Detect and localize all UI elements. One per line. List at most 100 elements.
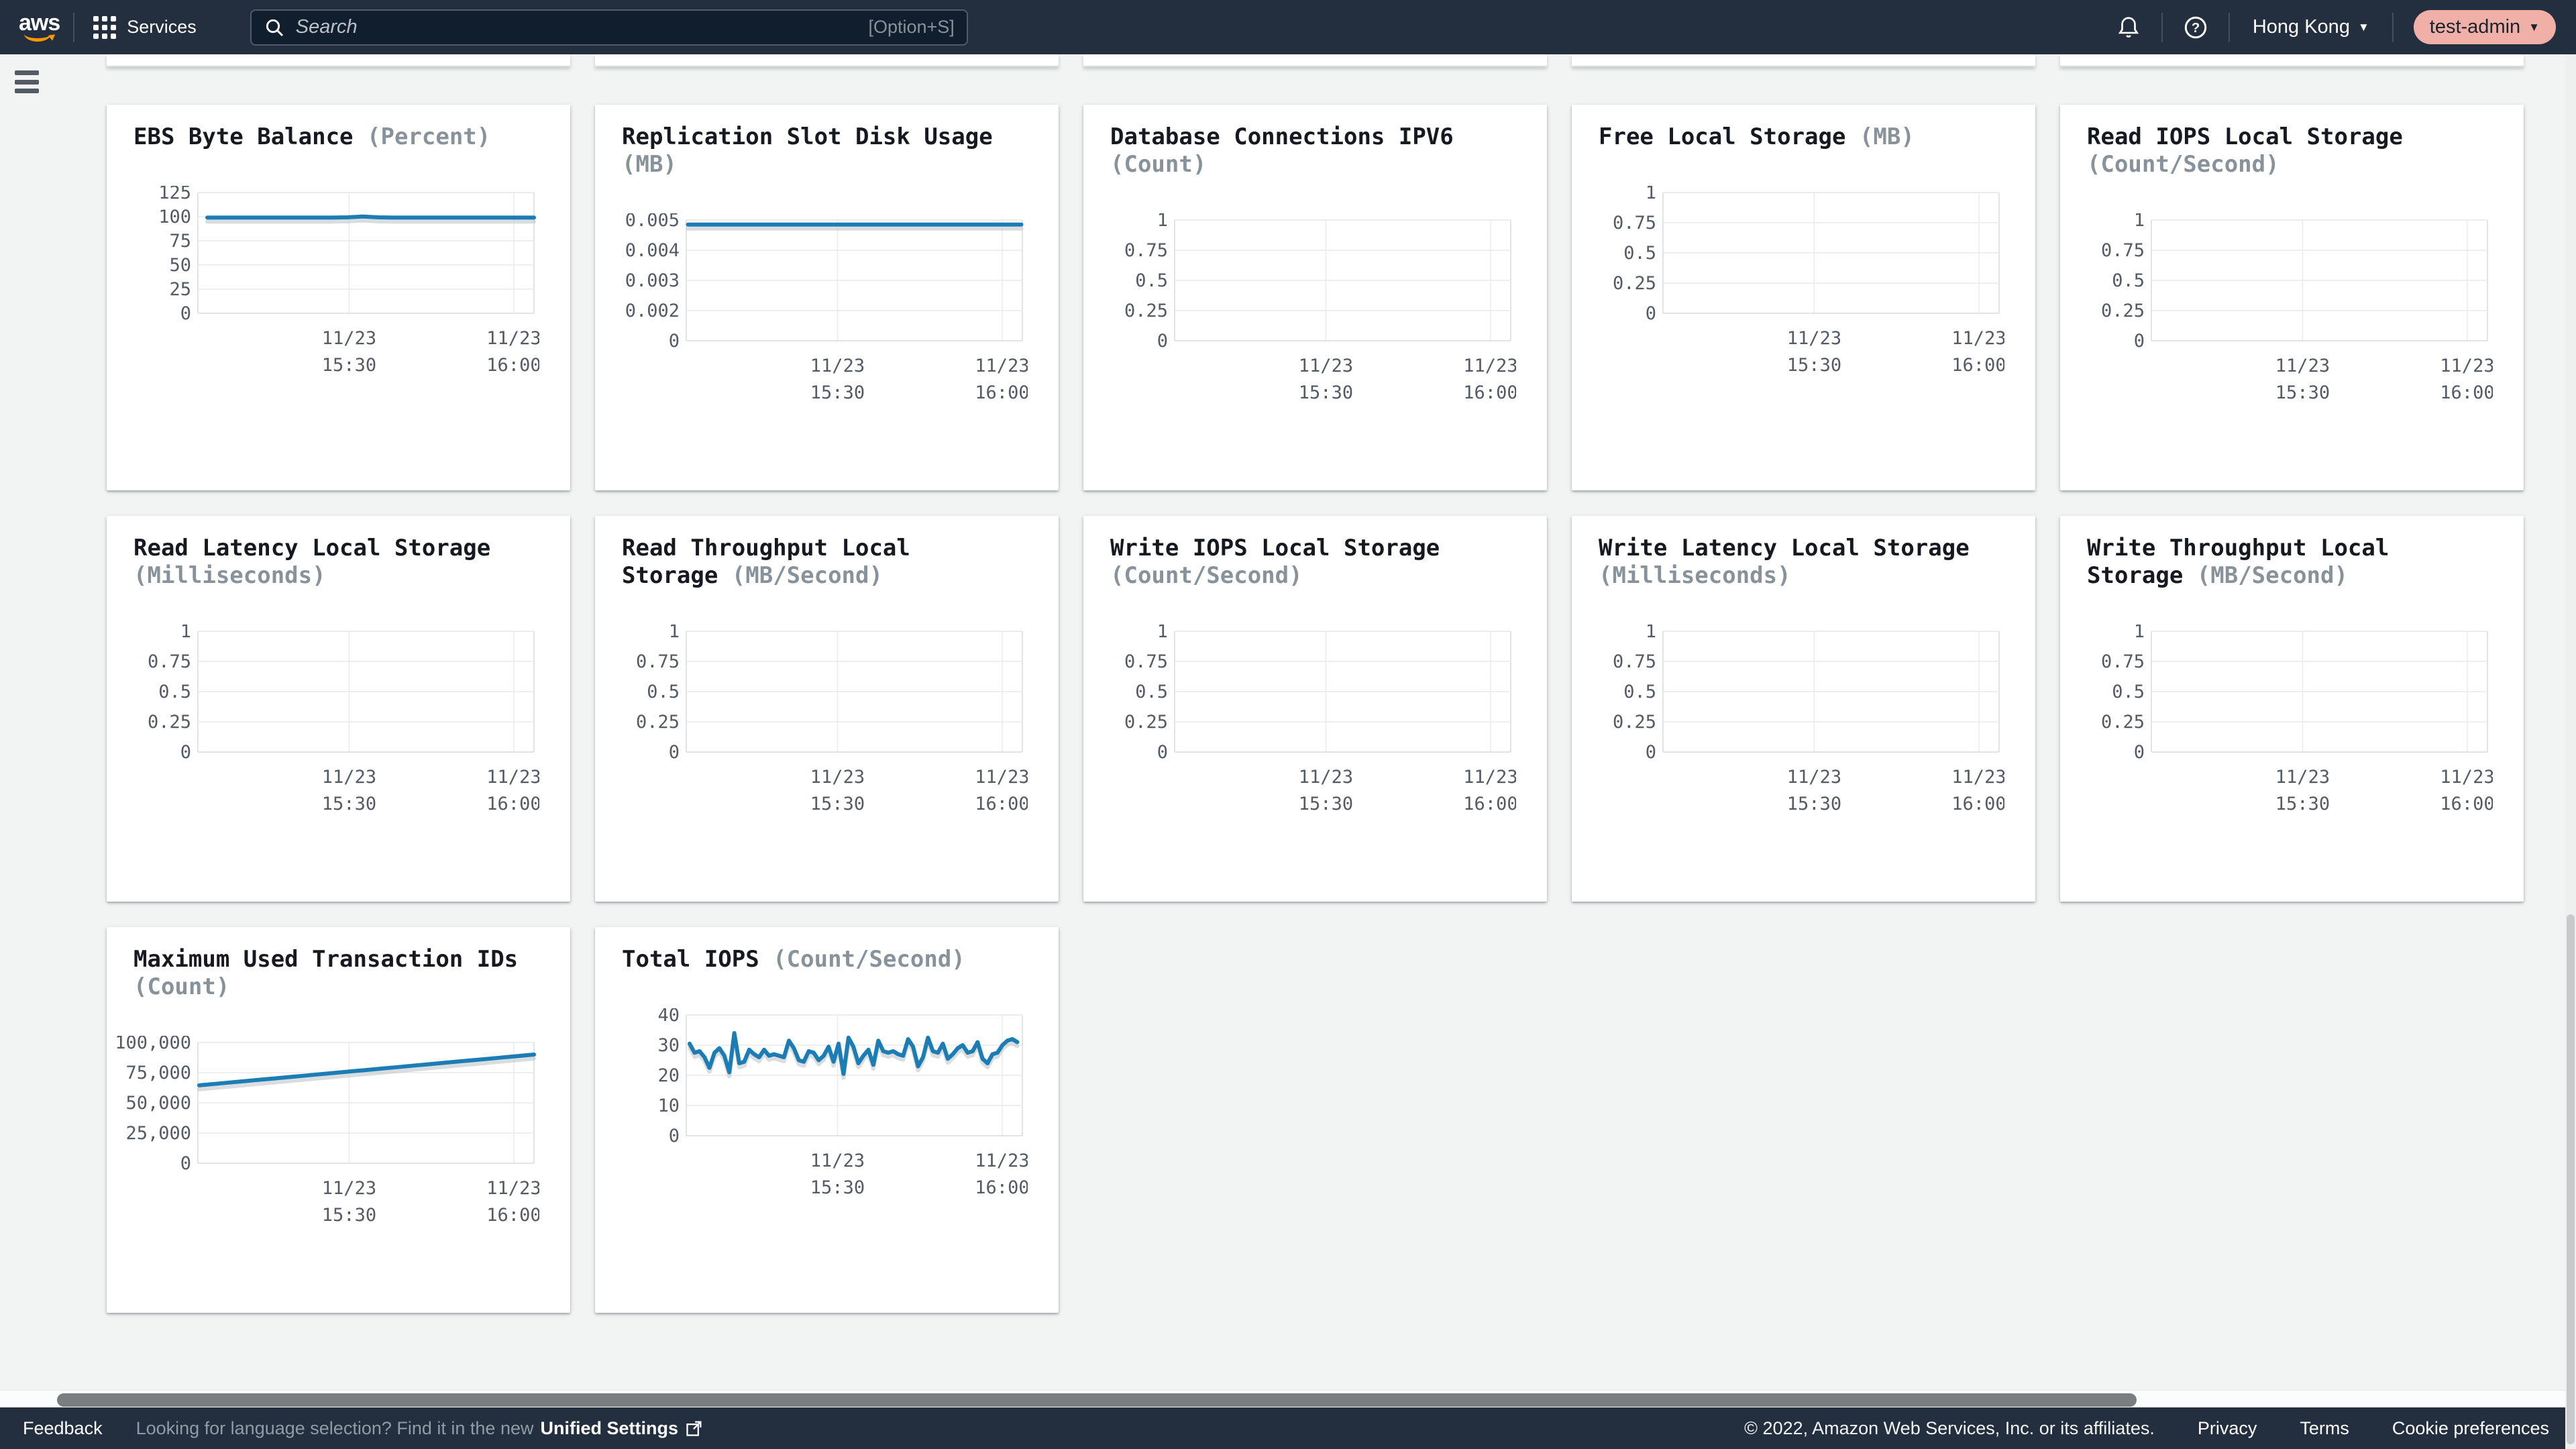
y-tick-label: 1 <box>1157 625 1168 642</box>
y-tick-label: 0.5 <box>647 682 680 702</box>
svg-text:?: ? <box>2192 20 2200 36</box>
services-label: Services <box>127 17 197 37</box>
metric-name: Read Latency Local Storage <box>133 535 491 561</box>
search-box[interactable]: [Option+S] <box>250 9 968 46</box>
x-tick-label: 11/23 <box>2440 767 2493 788</box>
metric-title: Read Throughput Local Storage (MB/Second… <box>622 535 1010 590</box>
metric-title: Read Latency Local Storage (Milliseconds… <box>133 535 521 590</box>
y-tick-label: 0.5 <box>158 682 191 702</box>
chart-read-iops-local-storage: 0 0.25 0.5 0.75 1 11/23 15:30 11/23 16:00 <box>2101 213 2493 403</box>
y-tick-label: 1 <box>2134 213 2145 231</box>
y-tick-label: 0.003 <box>625 270 680 291</box>
nav-divider <box>73 12 75 42</box>
chart-replication-slot-disk-usage: 0 0.002 0.003 0.004 0.005 11/23 15:30 11/23 16:0… <box>625 213 1028 403</box>
metric-unit: (Count) <box>133 973 230 1000</box>
y-tick-label: 0.25 <box>1124 712 1168 733</box>
metric-card-read-latency-local-storage[interactable]: Read Latency Local Storage (Milliseconds… <box>107 516 570 902</box>
metric-card-total-iops[interactable]: Total IOPS (Count/Second) 0 10 20 30 40 11/23 1… <box>595 927 1059 1313</box>
sidebar-menu-toggle[interactable] <box>15 69 42 95</box>
y-tick-label: 40 <box>657 1008 680 1026</box>
account-menu-button[interactable]: test-admin ▼ <box>2413 10 2556 44</box>
metric-title: Replication Slot Disk Usage (MB) <box>622 123 1010 178</box>
x-tick-label: 11/23 <box>1463 356 1516 376</box>
horizontal-scrollbar <box>0 1390 2576 1408</box>
search-shortcut-hint: [Option+S] <box>868 17 955 37</box>
y-tick-label: 0.005 <box>625 213 680 231</box>
y-tick-label: 0.75 <box>148 651 191 672</box>
x-tick-label: 16:00 <box>1463 382 1516 403</box>
metric-card-write-iops-local-storage[interactable]: Write IOPS Local Storage (Count/Second) 0… <box>1083 516 1547 902</box>
terms-link[interactable]: Terms <box>2300 1417 2349 1438</box>
services-menu-button[interactable]: Services <box>74 0 215 54</box>
footer-left-group: Feedback Looking for language selection?… <box>0 1418 704 1439</box>
aws-logo[interactable]: aws <box>19 11 60 42</box>
metric-title: Read IOPS Local Storage (Count/Second) <box>2087 123 2475 178</box>
x-tick-label: 11/23 <box>810 1150 865 1171</box>
search-input[interactable] <box>294 15 869 39</box>
region-label: Hong Kong <box>2252 16 2350 38</box>
y-tick-label: 0.002 <box>625 301 680 321</box>
x-tick-label: 16:00 <box>1951 794 2004 814</box>
metric-name: Write Latency Local Storage <box>1599 535 1970 561</box>
metric-card-read-throughput-local-storage[interactable]: Read Throughput Local Storage (MB/Second… <box>595 516 1059 902</box>
metric-name: Write Throughput Local Storage <box>2087 535 2390 589</box>
metric-name: Total IOPS <box>622 946 759 973</box>
horizontal-scrollbar-thumb[interactable] <box>57 1393 2137 1407</box>
copyright: © 2022, Amazon Web Services, Inc. or its… <box>1744 1417 2155 1438</box>
x-tick-label: 11/23 <box>975 767 1028 788</box>
y-tick-label: 75,000 <box>125 1063 191 1083</box>
x-tick-label: 11/23 <box>322 328 376 349</box>
help-button[interactable]: ? <box>2163 0 2229 54</box>
language-hint: Looking for language selection? Find it … <box>136 1418 704 1439</box>
y-tick-label: 0 <box>180 742 191 763</box>
metric-card-free-local-storage[interactable]: Free Local Storage (MB) 0 0.25 0.5 0.75 1 11/2… <box>1572 105 2035 490</box>
x-tick-label: 16:00 <box>975 794 1028 814</box>
metric-title: Maximum Used Transaction IDs (Count) <box>133 946 521 1001</box>
x-tick-label: 15:30 <box>1787 794 1841 814</box>
y-tick-label: 0.25 <box>636 712 680 733</box>
x-tick-label: 11/23 <box>1951 328 2004 349</box>
x-tick-label: 16:00 <box>1951 355 2004 376</box>
x-tick-label: 16:00 <box>975 1177 1028 1198</box>
vertical-scrollbar-thumb[interactable] <box>2567 914 2575 1444</box>
x-tick-label: 11/23 <box>2440 356 2493 376</box>
x-tick-label: 16:00 <box>975 382 1028 403</box>
unified-settings-link[interactable]: Unified Settings <box>540 1418 704 1439</box>
bell-icon <box>2118 16 2139 38</box>
metric-card-replication-slot-disk-usage[interactable]: Replication Slot Disk Usage (MB) 0 0.002 0.… <box>595 105 1059 490</box>
x-tick-label: 11/23 <box>322 1178 376 1199</box>
metric-card-read-iops-local-storage[interactable]: Read IOPS Local Storage (Count/Second) 0 0… <box>2060 105 2524 490</box>
y-tick-label: 0 <box>669 331 680 352</box>
nav-right-group: ? Hong Kong ▼ test-admin ▼ <box>2096 0 2576 54</box>
metric-card-write-latency-local-storage[interactable]: Write Latency Local Storage (Millisecond… <box>1572 516 2035 902</box>
y-tick-label: 0.75 <box>2101 651 2145 672</box>
metric-unit: (Milliseconds) <box>1599 562 1791 589</box>
cookie-preferences-link[interactable]: Cookie preferences <box>2392 1417 2549 1438</box>
chart-maximum-used-transaction-ids: 0 25,000 50,000 75,000 100,000 11/23 15:30 11/2… <box>115 1036 539 1226</box>
chart-write-latency-local-storage: 0 0.25 0.5 0.75 1 11/23 15:30 11/23 16:00 <box>1613 625 2004 814</box>
y-tick-label: 100 <box>158 207 191 227</box>
metric-unit: (MB) <box>1859 123 1915 150</box>
notifications-button[interactable] <box>2096 0 2161 54</box>
feedback-link[interactable]: Feedback <box>23 1417 103 1438</box>
metric-name: Read Throughput Local Storage <box>622 535 910 589</box>
metric-card-database-connections-ipv6[interactable]: Database Connections IPV6 (Count) 0 0.25 0.… <box>1083 105 1547 490</box>
metric-name: Database Connections IPV6 <box>1110 123 1454 150</box>
y-tick-label: 0.5 <box>2112 270 2145 291</box>
chart-read-latency-local-storage: 0 0.25 0.5 0.75 1 11/23 15:30 11/23 16:00 <box>148 625 539 814</box>
cut-card-edge <box>2060 54 2524 67</box>
region-selector[interactable]: Hong Kong ▼ <box>2230 0 2392 54</box>
y-tick-label: 50 <box>169 255 191 276</box>
metric-card-write-throughput-local-storage[interactable]: Write Throughput Local Storage (MB/Secon… <box>2060 516 2524 902</box>
chart-total-iops: 0 10 20 30 40 11/23 15:30 11/23 16:00 <box>657 1008 1028 1198</box>
metric-card-maximum-used-transaction-ids[interactable]: Maximum Used Transaction IDs (Count) 0 25,… <box>107 927 570 1313</box>
metric-card-ebs-byte-balance[interactable]: EBS Byte Balance (Percent) 0 25 50 75 100 125 1… <box>107 105 570 490</box>
metric-name: Write IOPS Local Storage <box>1110 535 1440 561</box>
cut-card-edge <box>595 54 1059 67</box>
chevron-down-icon: ▼ <box>2528 20 2540 34</box>
y-tick-label: 0 <box>2134 331 2145 352</box>
privacy-link[interactable]: Privacy <box>2197 1417 2257 1438</box>
y-tick-label: 0 <box>180 1153 191 1174</box>
y-tick-label: 1 <box>1157 213 1168 231</box>
x-tick-label: 15:30 <box>810 382 865 403</box>
